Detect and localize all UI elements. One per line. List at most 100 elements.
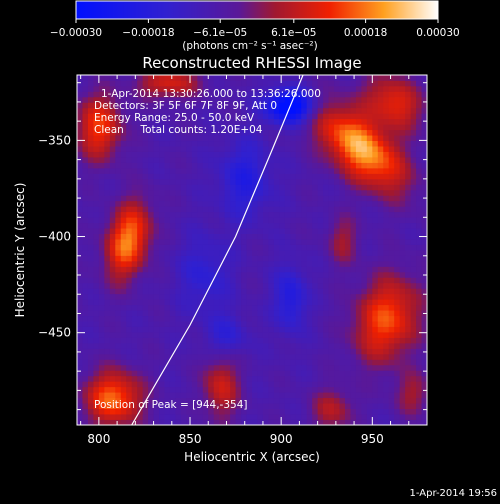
heatmap-cell <box>82 332 89 338</box>
heatmap-cell <box>159 102 165 109</box>
heatmap-cell <box>301 266 308 273</box>
heatmap-cell <box>268 392 275 399</box>
heatmap-cell <box>405 288 411 295</box>
heatmap-cell <box>290 397 297 404</box>
heatmap-cell <box>175 288 182 295</box>
heatmap-cell <box>410 200 417 207</box>
heatmap-cell <box>230 266 236 273</box>
heatmap-cell <box>355 244 362 251</box>
heatmap-cell <box>159 91 165 98</box>
heatmap-cell <box>339 113 346 120</box>
heatmap-cell <box>98 370 105 377</box>
heatmap-cell <box>410 288 417 295</box>
heatmap-cell <box>109 233 116 240</box>
heatmap-cell <box>180 348 187 355</box>
heatmap-cell <box>399 403 406 409</box>
heatmap-cell <box>383 386 390 393</box>
heatmap-cell <box>180 167 187 174</box>
heatmap-cell <box>186 342 193 349</box>
heatmap-cell <box>126 364 133 371</box>
heatmap-cell <box>323 408 329 415</box>
heatmap-cell <box>180 91 187 98</box>
heatmap-cell <box>153 403 160 409</box>
heatmap-cell <box>219 211 226 218</box>
heatmap-cell <box>131 239 138 245</box>
heatmap-cell <box>93 195 100 202</box>
heatmap-cell <box>268 178 275 185</box>
heatmap-cell <box>164 310 171 317</box>
heatmap-cell <box>131 375 138 382</box>
heatmap-cell <box>312 129 319 136</box>
heatmap-cell <box>202 140 209 147</box>
heatmap-cell <box>109 75 116 81</box>
heatmap-cell <box>339 288 346 295</box>
heatmap-cell <box>142 370 149 377</box>
heatmap-cell <box>175 408 182 415</box>
heatmap-cell <box>273 217 280 224</box>
heatmap-cell <box>120 135 127 142</box>
heatmap-cell <box>279 75 286 81</box>
heatmap-cell <box>126 266 133 273</box>
heatmap-cell <box>159 239 165 245</box>
heatmap-cell <box>208 408 215 415</box>
heatmap-cell <box>268 353 275 360</box>
heatmap-cell <box>410 195 417 202</box>
heatmap-cell <box>350 342 357 349</box>
heatmap-cell <box>257 310 264 317</box>
heatmap-cell <box>148 375 154 382</box>
heatmap-cell <box>208 282 215 289</box>
heatmap-cell <box>262 178 269 185</box>
heatmap-cell <box>399 140 406 147</box>
heatmap-cell <box>246 408 253 415</box>
heatmap-cell <box>317 206 324 213</box>
heatmap-cell <box>224 173 231 180</box>
heatmap-cell <box>120 315 127 322</box>
heatmap-cell <box>109 91 116 98</box>
heatmap-cell <box>334 392 340 399</box>
heatmap-cell <box>142 408 149 415</box>
heatmap-cell <box>383 195 390 202</box>
heatmap-cell <box>115 397 122 404</box>
heatmap-cell <box>383 315 390 322</box>
heatmap-cell <box>131 255 138 262</box>
heatmap-cell <box>120 348 127 355</box>
heatmap-cell <box>416 195 422 202</box>
heatmap-cell <box>126 348 133 355</box>
heatmap-cell <box>87 178 94 185</box>
heatmap-cell <box>383 277 390 284</box>
heatmap-cell <box>405 129 411 136</box>
heatmap-cell <box>279 233 286 240</box>
heatmap-cell <box>159 326 165 333</box>
heatmap-cell <box>87 146 94 152</box>
heatmap-cell <box>284 332 291 338</box>
heatmap-cell <box>120 310 127 317</box>
heatmap-cell <box>372 375 379 382</box>
heatmap-cell <box>284 151 291 158</box>
heatmap-cell <box>290 244 297 251</box>
heatmap-cell <box>355 419 362 425</box>
heatmap-cell <box>323 304 329 311</box>
heatmap-cell <box>109 184 116 191</box>
heatmap-cell <box>284 386 291 393</box>
heatmap-cell <box>416 124 422 131</box>
heatmap-cell <box>383 370 390 377</box>
heatmap-cell <box>175 337 182 344</box>
heatmap-cell <box>131 85 138 92</box>
heatmap-cell <box>93 233 100 240</box>
heatmap-cell <box>262 386 269 393</box>
colorbar-tick-label: 0.00018 <box>344 27 387 39</box>
heatmap-cell <box>224 96 231 103</box>
heatmap-cell <box>339 370 346 377</box>
heatmap-cell <box>142 375 149 382</box>
heatmap-cell <box>186 271 193 278</box>
heatmap-cell <box>224 129 231 136</box>
heatmap-cell <box>104 408 111 415</box>
heatmap-cell <box>372 266 379 273</box>
heatmap-cell <box>224 157 231 163</box>
heatmap-cell <box>372 113 379 120</box>
heatmap-cell <box>399 102 406 109</box>
heatmap-cell <box>109 173 116 180</box>
heatmap-cell <box>312 217 319 224</box>
heatmap-cell <box>328 348 335 355</box>
heatmap-cell <box>230 299 236 306</box>
